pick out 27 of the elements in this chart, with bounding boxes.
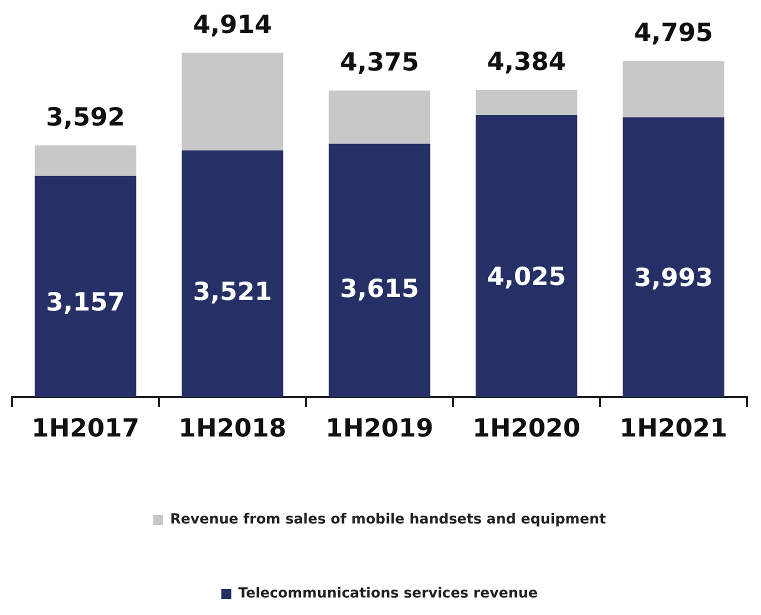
bar [622, 61, 724, 118]
data-label: 4,025 [486, 262, 566, 292]
x-tick-label: 1H2020 [472, 414, 580, 442]
total-label: 4,384 [486, 46, 566, 76]
total-label: 4,375 [340, 48, 420, 77]
x-tick-label: 1H2019 [326, 414, 434, 442]
bar [476, 90, 578, 116]
bar [622, 117, 724, 397]
x-tick-label: 1H2021 [620, 414, 728, 442]
data-label: 3,993 [634, 263, 714, 292]
bar [34, 145, 136, 176]
total-label: 4,795 [634, 18, 714, 48]
x-tick-label: 1H2018 [178, 414, 286, 442]
data-label: 3,157 [46, 288, 126, 317]
legend-label: Telecommunications services revenue [238, 586, 538, 602]
bar [328, 90, 430, 144]
x-tick-label: 1H2017 [32, 414, 140, 442]
total-label: 4,914 [192, 10, 272, 39]
data-label: 3,521 [192, 276, 272, 306]
legend-label: Revenue from sales of mobile handsets and equipment [170, 512, 606, 528]
bar [328, 144, 430, 397]
bar [182, 150, 284, 397]
bar [476, 115, 578, 397]
bar [34, 176, 136, 397]
total-label: 3,592 [46, 102, 126, 132]
bar [182, 52, 284, 150]
data-label: 3,615 [340, 274, 420, 304]
